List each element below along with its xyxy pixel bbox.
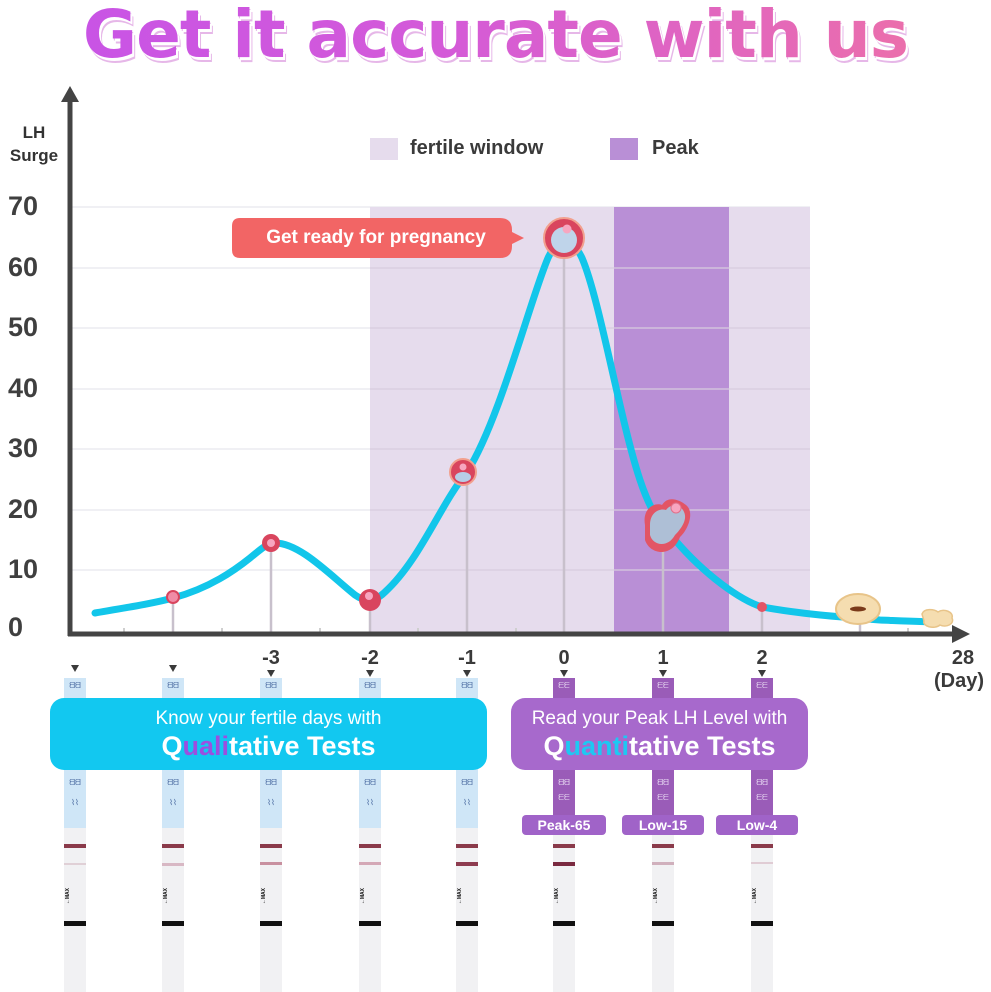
chart-canvas bbox=[61, 86, 970, 643]
day-marker-arrow bbox=[463, 670, 471, 677]
data-markers bbox=[166, 217, 954, 628]
day-marker-arrow bbox=[71, 665, 79, 672]
legend-label-peak: Peak bbox=[652, 137, 699, 159]
y-tick-70: 70 bbox=[8, 191, 39, 221]
y-axis-arrow bbox=[61, 86, 79, 102]
reading-badge-low-4: Low-4 bbox=[716, 815, 798, 835]
y-tick-0: 0 bbox=[8, 612, 24, 642]
legend-label-fertile-window: fertile window bbox=[410, 137, 544, 159]
quantitative-tests-banner: Read your Peak LH Level with Quantitativ… bbox=[511, 698, 808, 770]
callout-shape bbox=[232, 218, 524, 258]
y-tick-20: 20 bbox=[8, 494, 39, 524]
y-tick-60: 60 bbox=[8, 252, 39, 282]
quantitative-banner-line2: Quantitative Tests bbox=[543, 731, 776, 761]
legend-swatch-fertile-window bbox=[370, 138, 398, 160]
qualitative-banner-line1: Know your fertile days with bbox=[155, 708, 382, 729]
x-tick-minus1: -1 bbox=[458, 647, 476, 669]
callout-text: Get ready for pregnancy bbox=[266, 227, 486, 248]
x-end-label: 28 bbox=[951, 647, 975, 669]
y-tick-30: 30 bbox=[8, 433, 39, 463]
y-axis-label-line1: LH bbox=[22, 123, 46, 142]
day-marker-arrow bbox=[169, 665, 177, 672]
y-axis-label-line2: Surge bbox=[9, 146, 59, 165]
day-marker-arrow bbox=[659, 670, 667, 677]
day-marker-arrow bbox=[366, 670, 374, 677]
qualitative-banner-line2: Qualitative Tests bbox=[161, 731, 376, 761]
quantitative-banner-line1: Read your Peak LH Level with bbox=[531, 708, 788, 729]
x-tick-minus2: -2 bbox=[361, 647, 379, 669]
page-title: Get it accurate with us bbox=[0, 0, 991, 73]
reading-badge-peak-65: Peak-65 bbox=[522, 815, 606, 835]
day-marker-arrow bbox=[267, 670, 275, 677]
y-tick-10: 10 bbox=[8, 554, 39, 584]
x-tick-0: 0 bbox=[558, 647, 570, 669]
x-unit-label: (Day) bbox=[933, 670, 984, 692]
x-axis-arrow bbox=[952, 625, 970, 643]
day-marker-arrow bbox=[560, 670, 568, 677]
qualitative-tests-banner: Know your fertile days with Qualitative … bbox=[50, 698, 487, 770]
chart: LH Surge 70 60 50 40 30 20 10 0 fertile … bbox=[0, 80, 991, 700]
lh-curve bbox=[91, 239, 949, 626]
peak-band bbox=[614, 207, 729, 634]
x-tick-1: 1 bbox=[657, 647, 669, 669]
day-marker-arrow bbox=[758, 670, 766, 677]
y-tick-50: 50 bbox=[8, 312, 39, 342]
reading-badge-low-15: Low-15 bbox=[622, 815, 704, 835]
x-tick-minus3: -3 bbox=[262, 647, 280, 669]
y-tick-40: 40 bbox=[8, 373, 39, 403]
x-tick-2: 2 bbox=[756, 647, 768, 669]
legend-swatch-peak bbox=[610, 138, 638, 160]
